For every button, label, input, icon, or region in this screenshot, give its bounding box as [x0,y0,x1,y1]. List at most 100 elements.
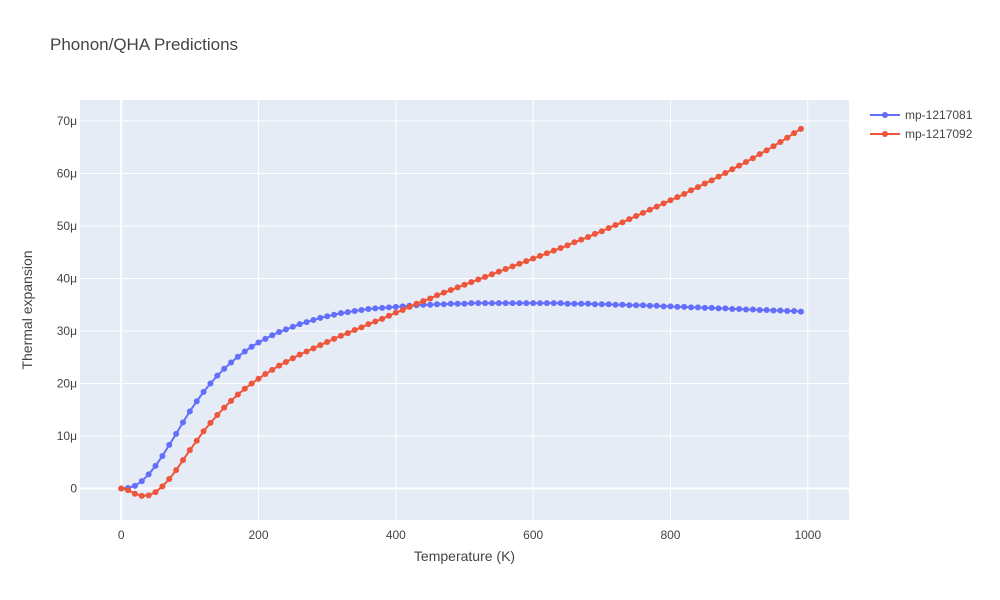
data-point [214,412,221,418]
series-line [120,128,802,497]
data-point [255,339,262,346]
data-point [269,332,276,339]
data-point [585,300,592,307]
data-point [537,300,544,307]
data-point [440,301,447,308]
data-point [660,303,667,310]
data-point [502,300,509,307]
data-point [626,302,633,309]
y-tick-label: 30μ [57,324,77,338]
y-tick-label: 70μ [57,114,77,128]
data-point [770,307,777,314]
data-point [344,309,351,316]
data-point [797,308,804,315]
series-mp-1217092 [118,125,804,499]
data-point [310,345,317,352]
data-point [557,300,564,307]
x-tick-label: 1000 [794,528,821,542]
data-point [495,300,502,307]
data-point [667,303,674,310]
series-line [121,302,802,490]
data-point [537,252,544,259]
data-point [640,209,647,216]
data-point [743,306,750,313]
data-point [454,284,461,291]
data-point [255,375,262,382]
data-point [523,300,530,307]
data-point [269,366,276,373]
data-point [228,359,235,366]
y-tick-label: 20μ [57,377,77,391]
data-point [729,305,736,312]
data-point [351,326,358,333]
data-point [248,343,255,350]
data-point [186,447,193,454]
x-axis-title: Temperature (K) [414,548,515,564]
data-point [763,147,770,154]
data-point [784,308,791,315]
data-point [619,219,626,226]
data-point [200,388,207,395]
data-point [488,300,495,307]
x-tick-label: 600 [523,528,543,542]
legend-item[interactable]: mp-1217092 [870,127,973,141]
legend-item[interactable]: mp-1217081 [870,108,973,122]
data-point [674,303,681,310]
data-point [557,245,564,252]
data-point [598,228,605,235]
data-point [791,308,798,315]
data-point [221,365,228,372]
data-point [646,206,653,213]
data-point [193,437,200,444]
data-point [591,301,598,308]
data-point [681,190,688,197]
data-point [317,314,324,321]
data-point [674,194,681,201]
data-point [571,300,578,307]
data-point [324,339,331,346]
data-point [365,321,372,328]
data-point [578,236,585,243]
data-point [715,173,722,180]
data-point [406,303,413,310]
data-point [399,307,406,313]
data-point [763,307,770,313]
data-point [777,307,784,314]
data-point [578,300,585,307]
y-tick-label: 10μ [57,429,77,443]
data-point [351,308,358,315]
data-point [152,489,159,496]
legend-label: mp-1217092 [905,127,973,141]
data-point [289,355,296,362]
data-point [138,478,145,485]
tick-labels: 0 200 400 600 800 1000 0 10μ 20μ 30μ 40μ 50μ 60μ 70μ [57,114,822,542]
data-point [667,197,674,204]
data-point [289,323,296,330]
data-point [482,273,489,280]
data-point [777,139,784,145]
data-point [447,300,454,307]
data-point [646,302,653,309]
data-point [770,143,777,150]
data-point [694,304,701,311]
data-point [612,221,619,228]
data-point [736,162,743,169]
data-point [598,301,605,308]
data-point [427,301,434,308]
data-point [118,485,125,492]
y-tick-label: 0 [70,482,77,496]
legend-marker-icon [882,112,888,118]
data-point [447,287,454,294]
data-point [207,419,214,426]
data-point [193,398,200,405]
data-point [173,430,180,437]
data-point [214,372,221,379]
data-point [324,313,331,320]
data-point [756,307,763,313]
y-tick-label: 60μ [57,167,77,181]
data-point [166,441,173,448]
data-point [331,335,338,342]
data-point [248,380,255,387]
legend[interactable]: mp-1217081 mp-1217092 [870,108,973,141]
data-point [138,492,145,499]
